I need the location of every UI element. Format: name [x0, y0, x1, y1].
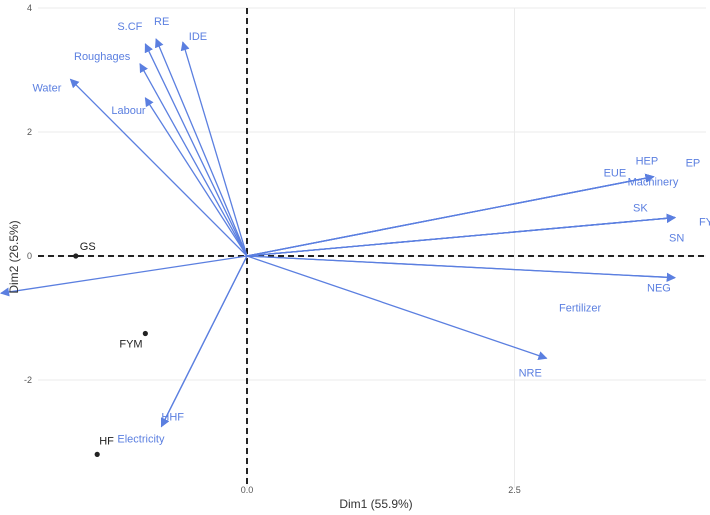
variable-arrow — [180, 41, 248, 257]
labels: RE S.CF IDE Roughages Water Labour HEP EP EUEMac… — [32, 16, 710, 447]
variable-arrow — [144, 43, 248, 257]
variable-arrow — [246, 255, 676, 282]
variable-arrow — [144, 97, 248, 257]
y-tick-label: 0 — [27, 251, 32, 261]
variable-label: EP — [686, 158, 701, 170]
variable-arrow — [246, 173, 655, 257]
individual-label: HF — [99, 435, 114, 447]
individual-point — [142, 330, 148, 337]
y-tick-label: 2 — [27, 127, 32, 137]
variable-label: NRE — [519, 367, 542, 379]
y-axis-title: Dim2 (26.5%) — [7, 220, 21, 293]
variable-arrow — [139, 63, 248, 257]
individual-point — [94, 451, 100, 457]
y-tick-label: 4 — [27, 3, 32, 13]
variable-label: NEG — [647, 283, 671, 295]
individual-point — [73, 253, 79, 259]
variable-arrow — [0, 255, 248, 297]
variable-arrow — [69, 78, 248, 257]
variable-label: Labour — [111, 105, 146, 117]
individual-label: GS — [80, 241, 96, 253]
variable-arrow — [246, 255, 548, 360]
variable-label: HEP — [636, 156, 659, 168]
variable-label: SN — [669, 233, 684, 245]
variable-label: HHF — [161, 412, 184, 424]
x-axis-title: Dim1 (55.9%) — [339, 497, 412, 511]
variable-label: Machinery — [628, 177, 679, 189]
individual-points — [73, 253, 148, 457]
y-tick-label: -2 — [24, 375, 32, 385]
variable-label: S.CF — [117, 21, 142, 33]
reference-lines — [38, 8, 706, 488]
x-tick-label: 2.5 — [508, 485, 521, 495]
variable-arrow — [155, 38, 248, 257]
variable-label: FYM — [699, 217, 710, 229]
variable-label: Water — [32, 82, 61, 94]
variable-label: RE — [154, 16, 169, 28]
individual-label: FYM — [119, 339, 142, 351]
variable-arrows — [0, 38, 676, 428]
variable-label: SK — [633, 203, 648, 215]
variable-label: Roughages — [74, 51, 131, 63]
variable-label: Fertilizer — [559, 303, 602, 315]
variable-arrow — [160, 255, 248, 428]
x-tick-label: 0.0 — [241, 485, 254, 495]
grid-lines — [38, 7, 706, 488]
variable-label: EUE — [604, 168, 627, 180]
variable-label: Electricity — [117, 434, 165, 446]
variable-label: IDE — [189, 31, 207, 43]
variable-arrow — [246, 213, 676, 257]
